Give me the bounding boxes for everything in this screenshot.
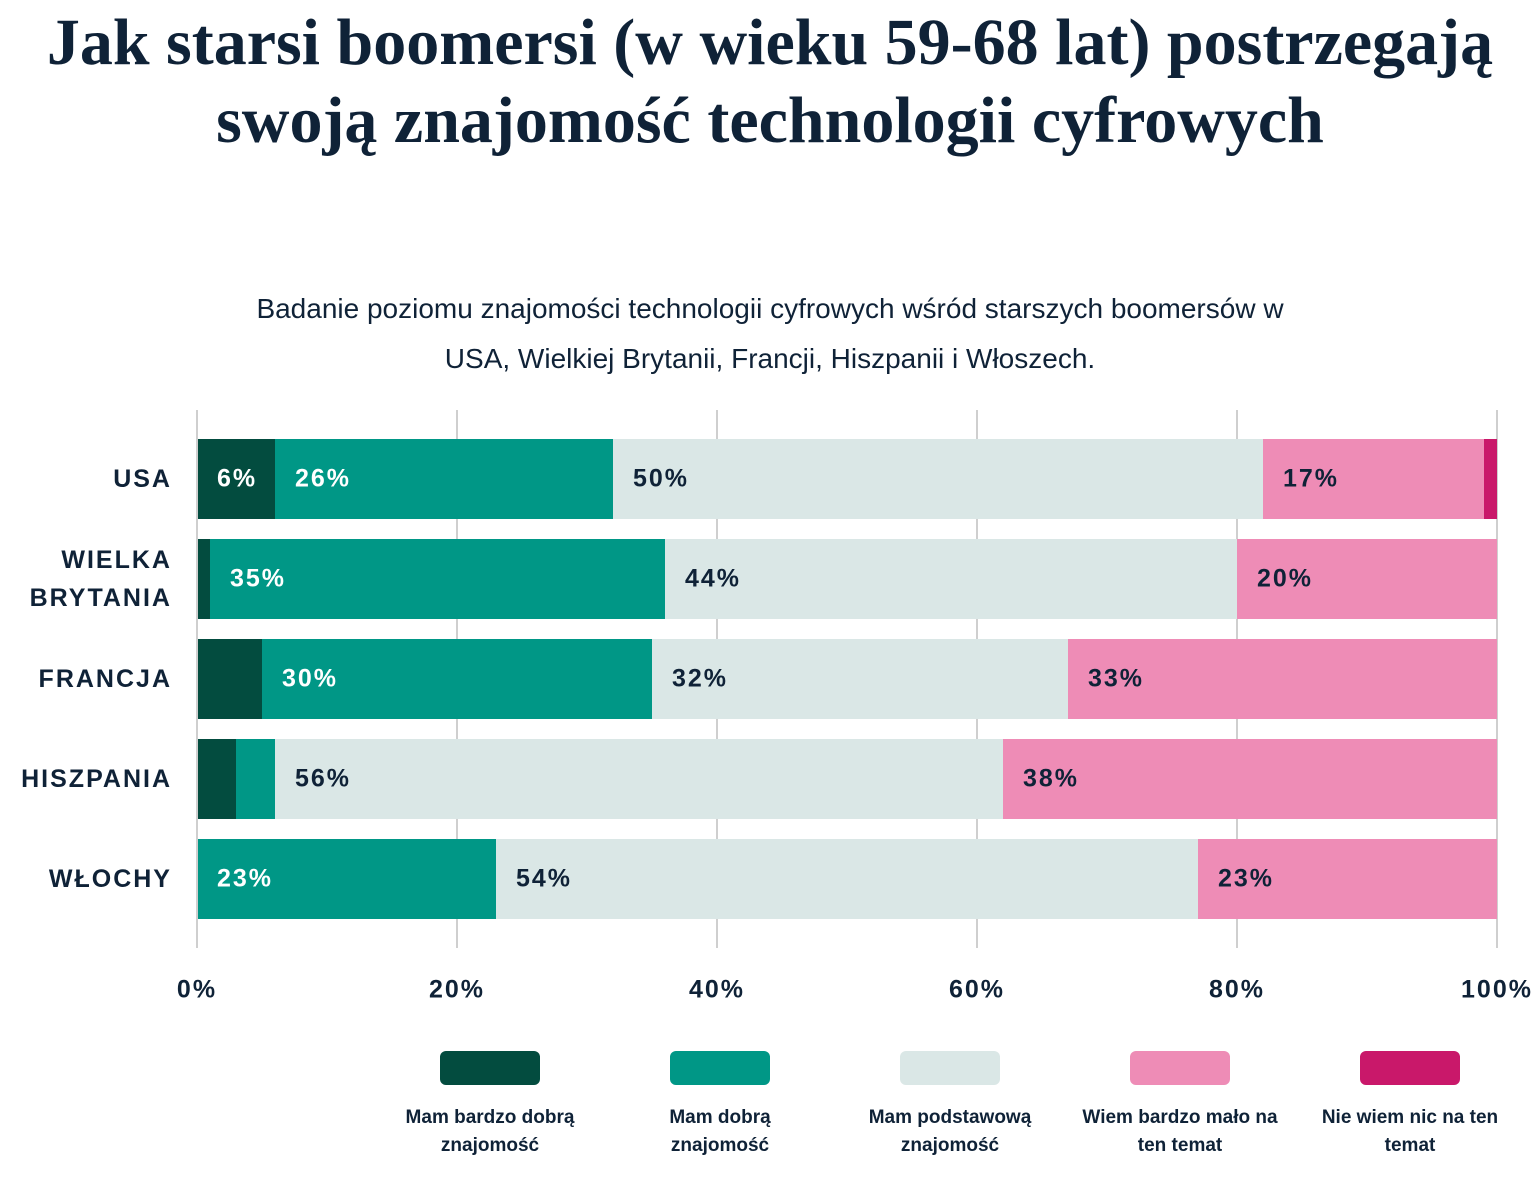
bar-segment [197, 439, 275, 519]
bar-segment [1198, 839, 1497, 919]
bar-segment [197, 639, 262, 719]
chart-subtitle: Badanie poziomu znajomości technologii c… [256, 293, 1284, 374]
bar-segment [665, 539, 1237, 619]
y-tick-label: WIELKA BRYTANIA [29, 546, 172, 612]
bar-segment [236, 739, 275, 819]
bar-segment [1003, 739, 1497, 819]
y-tick-label: HISZPANIA [21, 765, 172, 793]
legend-swatch [440, 1051, 540, 1085]
bar-segment [210, 539, 665, 619]
value-label: 6% [217, 465, 257, 493]
x-tick-label: 20% [429, 976, 485, 1004]
bar-segment [1484, 439, 1497, 519]
bar-segment [197, 839, 496, 919]
value-label: 20% [1257, 565, 1313, 593]
x-tick-label: 80% [1209, 976, 1265, 1004]
bar-segment [1068, 639, 1497, 719]
value-label: 33% [1088, 665, 1144, 693]
value-label: 38% [1023, 765, 1079, 793]
bar-segment [652, 639, 1068, 719]
legend-swatch [670, 1051, 770, 1085]
value-label: 56% [295, 765, 351, 793]
y-tick-label: WŁOCHY [48, 865, 172, 893]
x-tick-label: 40% [689, 976, 745, 1004]
bar-segment [613, 439, 1263, 519]
x-tick-label: 100% [1461, 976, 1533, 1004]
legend-label: Mam bardzo dobrą znajomość [405, 1107, 575, 1156]
value-label: 30% [282, 665, 338, 693]
bar-segment [262, 639, 652, 719]
legend-label: Wiem bardzo mało na ten temat [1082, 1107, 1278, 1156]
value-label: 50% [633, 465, 689, 493]
x-tick-label: 0% [177, 976, 217, 1004]
chart-title: Jak starsi boomersi (w wieku 59-68 lat) … [46, 6, 1494, 157]
bar-segment [496, 839, 1198, 919]
bar-segment [275, 739, 1003, 819]
value-label: 26% [295, 465, 351, 493]
value-label: 35% [230, 565, 286, 593]
value-label: 32% [672, 665, 728, 693]
bar-segment [275, 439, 613, 519]
legend-label: Mam dobrą znajomość [669, 1107, 771, 1156]
bar-segment [1237, 539, 1497, 619]
x-tick-label: 60% [949, 976, 1005, 1004]
value-label: 54% [516, 865, 572, 893]
value-label: 17% [1283, 465, 1339, 493]
legend-swatch [900, 1051, 1000, 1085]
y-tick-label: USA [113, 465, 172, 493]
legend-label: Nie wiem nic na ten temat [1321, 1107, 1499, 1156]
legend-label: Mam podstawową znajomość [868, 1107, 1032, 1156]
legend-swatch [1360, 1051, 1460, 1085]
bar-segment [197, 539, 210, 619]
y-tick-label: FRANCJA [38, 665, 172, 693]
bar-segment [1263, 439, 1484, 519]
bar-segment [197, 739, 236, 819]
value-label: 44% [685, 565, 741, 593]
value-label: 23% [217, 865, 273, 893]
value-label: 23% [1218, 865, 1274, 893]
legend-swatch [1130, 1051, 1230, 1085]
